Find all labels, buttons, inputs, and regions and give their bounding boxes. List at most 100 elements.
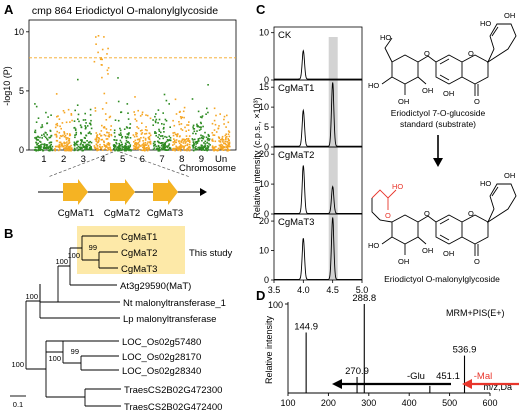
snp-point xyxy=(227,143,230,146)
snp-point xyxy=(161,123,163,125)
snp-point xyxy=(85,145,88,147)
snp-point xyxy=(65,121,68,124)
snp-point xyxy=(142,146,144,149)
snp-point xyxy=(38,146,41,149)
snp-point xyxy=(136,135,138,138)
snp-point xyxy=(67,137,69,139)
snp-point xyxy=(207,145,210,148)
snp-point xyxy=(83,136,86,139)
snp-point xyxy=(128,149,130,152)
snp-point xyxy=(54,126,57,129)
chromosome-tick-label: 7 xyxy=(159,154,164,165)
snp-point xyxy=(105,102,108,104)
snp-point xyxy=(108,148,110,151)
snp-point xyxy=(64,149,66,152)
snp-point xyxy=(223,142,225,145)
snp-point xyxy=(94,110,97,112)
snp-point xyxy=(113,139,115,141)
snp-point xyxy=(90,148,93,151)
snp-point xyxy=(155,145,157,148)
snp-point xyxy=(183,116,185,119)
snp-point xyxy=(34,148,37,151)
snp-point xyxy=(201,139,203,142)
snp-point xyxy=(79,143,82,146)
snp-point xyxy=(39,136,41,139)
snp-point xyxy=(219,139,222,141)
snp-point xyxy=(133,141,135,143)
ms-peaks: 144.9 270.9 288.8 536.9 xyxy=(294,293,476,393)
snp-point xyxy=(119,146,121,148)
ms-peak-label: 270.9 xyxy=(345,366,369,377)
snp-point xyxy=(39,149,41,151)
snp-point xyxy=(90,133,92,135)
snp-point xyxy=(217,149,220,152)
substrate-structure xyxy=(381,23,517,96)
product-o-malonyl: O xyxy=(385,211,391,220)
snp-point xyxy=(37,135,39,138)
snp-point xyxy=(88,144,90,146)
snp-point xyxy=(103,141,105,143)
snp-point xyxy=(41,137,43,139)
snp-point xyxy=(182,145,184,147)
snp-point xyxy=(37,117,40,119)
snp-point xyxy=(35,136,38,139)
snp-point xyxy=(90,123,92,126)
snp-point xyxy=(191,138,194,140)
snp-point xyxy=(59,125,61,128)
snp-point xyxy=(35,149,38,151)
snp-point xyxy=(125,143,127,146)
snp-point xyxy=(200,136,203,139)
snp-point xyxy=(107,143,110,145)
snp-point xyxy=(224,148,226,151)
snp-point xyxy=(84,141,86,144)
snp-point xyxy=(59,135,62,137)
snp-point xyxy=(84,119,87,121)
snp-point xyxy=(227,141,229,143)
snp-point xyxy=(62,134,64,137)
substrate-oh-2: OH xyxy=(422,86,433,95)
snp-point xyxy=(162,137,164,140)
snp-point xyxy=(141,113,143,116)
snp-point xyxy=(36,143,38,146)
snp-point xyxy=(80,142,82,145)
snp-point xyxy=(215,114,217,117)
snp-point xyxy=(93,60,96,63)
chromatogram-y-tick-label: 0 xyxy=(264,275,269,285)
snp-point xyxy=(220,147,223,150)
ms-x-tick-label: 500 xyxy=(442,398,457,408)
snp-point xyxy=(196,123,198,126)
snp-point xyxy=(64,144,66,147)
node-os xyxy=(46,341,64,363)
snp-point xyxy=(201,115,204,117)
snp-point xyxy=(165,136,168,139)
snp-point xyxy=(157,145,160,148)
reaction-arrowhead xyxy=(433,158,443,167)
snp-point xyxy=(65,148,68,150)
snp-point xyxy=(184,139,187,141)
snp-point xyxy=(159,146,161,149)
snp-point xyxy=(107,67,110,69)
snp-point xyxy=(73,149,76,152)
node-os28 xyxy=(63,356,82,370)
snp-point xyxy=(86,140,88,142)
snp-point xyxy=(89,147,91,149)
snp-point xyxy=(213,147,215,149)
snp-point xyxy=(177,148,180,150)
snp-point xyxy=(195,141,197,144)
snp-point xyxy=(42,146,45,149)
snp-point xyxy=(218,140,220,142)
snp-point xyxy=(87,148,90,151)
snp-point xyxy=(109,147,112,149)
snp-point xyxy=(115,142,118,145)
snp-point xyxy=(74,142,77,145)
snp-point xyxy=(126,127,128,129)
snp-point xyxy=(155,134,157,137)
snp-point xyxy=(144,137,147,140)
snp-point xyxy=(202,148,205,151)
snp-point xyxy=(108,132,110,134)
snp-point xyxy=(125,145,128,148)
snp-point xyxy=(226,144,229,147)
chromatogram-trace-name: CgMaT2 xyxy=(278,150,314,161)
snp-point xyxy=(200,128,202,130)
snp-point xyxy=(133,148,135,150)
